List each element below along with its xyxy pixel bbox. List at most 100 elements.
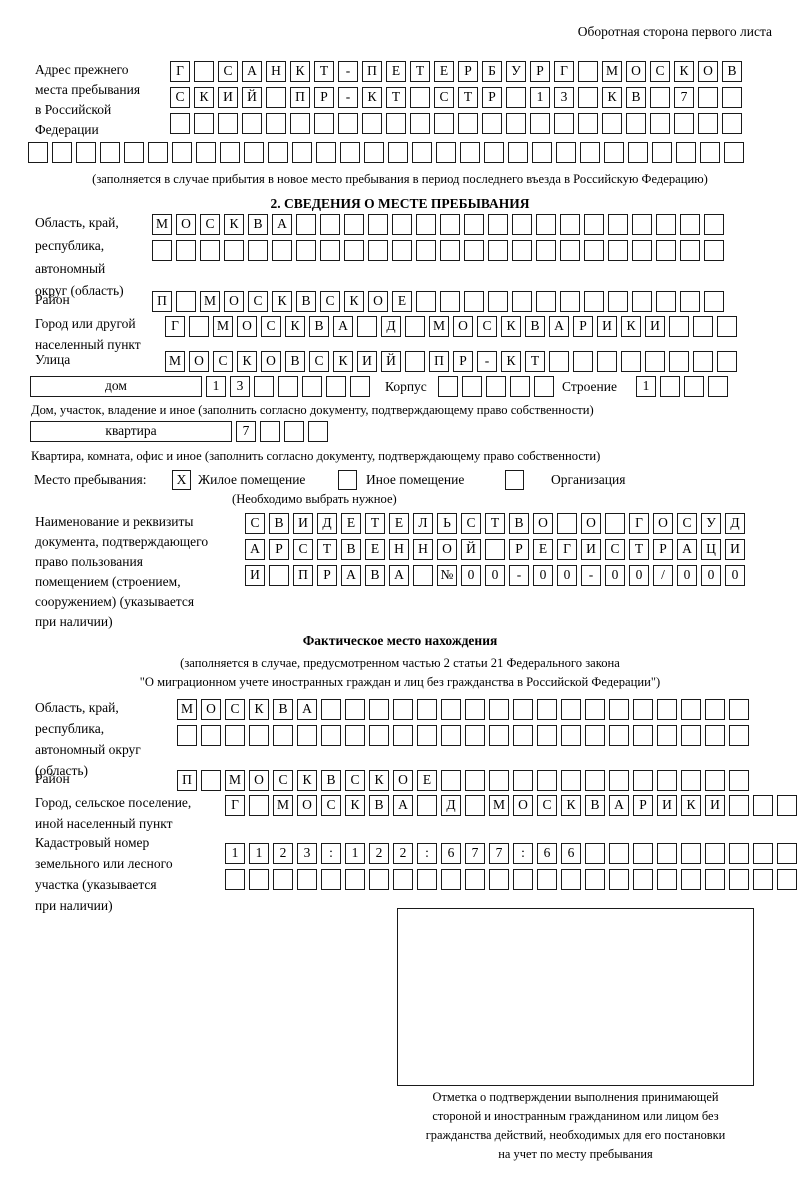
char-cell[interactable] <box>513 725 533 746</box>
char-cell[interactable]: А <box>242 61 262 82</box>
char-cell[interactable] <box>693 316 713 337</box>
char-cell[interactable]: Т <box>629 539 649 560</box>
char-cell[interactable] <box>464 291 484 312</box>
char-cell[interactable] <box>777 795 797 816</box>
char-cell[interactable] <box>698 113 718 134</box>
char-cell[interactable] <box>489 770 509 791</box>
char-cell[interactable]: 7 <box>489 843 509 864</box>
char-cell[interactable]: И <box>705 795 725 816</box>
char-cell[interactable] <box>650 113 670 134</box>
char-cell[interactable]: 6 <box>561 843 581 864</box>
char-cell[interactable] <box>392 240 412 261</box>
char-cell[interactable] <box>465 699 485 720</box>
korpus-cells[interactable] <box>438 376 554 397</box>
char-cell[interactable]: 0 <box>485 565 505 586</box>
region-row-2[interactable] <box>152 240 724 261</box>
char-cell[interactable] <box>482 113 502 134</box>
char-cell[interactable] <box>273 869 293 890</box>
char-cell[interactable] <box>557 513 577 534</box>
char-cell[interactable] <box>693 351 713 372</box>
char-cell[interactable] <box>393 869 413 890</box>
char-cell[interactable]: С <box>273 770 293 791</box>
char-cell[interactable] <box>302 376 322 397</box>
char-cell[interactable]: К <box>561 795 581 816</box>
char-cell[interactable] <box>194 113 214 134</box>
char-cell[interactable] <box>464 214 484 235</box>
char-cell[interactable] <box>297 725 317 746</box>
char-cell[interactable] <box>633 699 653 720</box>
char-cell[interactable] <box>272 240 292 261</box>
char-cell[interactable] <box>369 869 389 890</box>
char-cell[interactable]: Т <box>317 539 337 560</box>
char-cell[interactable] <box>434 113 454 134</box>
char-cell[interactable]: С <box>200 214 220 235</box>
char-cell[interactable] <box>486 376 506 397</box>
char-cell[interactable]: И <box>293 513 313 534</box>
char-cell[interactable] <box>656 240 676 261</box>
char-cell[interactable] <box>681 725 701 746</box>
char-cell[interactable]: Н <box>266 61 286 82</box>
char-cell[interactable] <box>393 725 413 746</box>
char-cell[interactable] <box>680 214 700 235</box>
char-cell[interactable] <box>609 869 629 890</box>
char-cell[interactable] <box>416 240 436 261</box>
char-cell[interactable]: Т <box>386 87 406 108</box>
char-cell[interactable] <box>585 843 605 864</box>
char-cell[interactable]: 0 <box>677 565 697 586</box>
char-cell[interactable] <box>321 869 341 890</box>
char-cell[interactable] <box>729 869 749 890</box>
char-cell[interactable] <box>680 240 700 261</box>
char-cell[interactable] <box>602 113 622 134</box>
char-cell[interactable] <box>170 113 190 134</box>
char-cell[interactable]: М <box>225 770 245 791</box>
char-cell[interactable] <box>729 770 749 791</box>
char-cell[interactable] <box>633 869 653 890</box>
char-cell[interactable] <box>537 725 557 746</box>
char-cell[interactable] <box>268 142 288 163</box>
char-cell[interactable] <box>412 142 432 163</box>
char-cell[interactable] <box>176 240 196 261</box>
flat-cells[interactable]: 7 <box>236 421 328 442</box>
char-cell[interactable]: К <box>297 770 317 791</box>
char-cell[interactable] <box>320 240 340 261</box>
char-cell[interactable] <box>537 699 557 720</box>
char-cell[interactable] <box>440 240 460 261</box>
char-cell[interactable] <box>753 843 773 864</box>
char-cell[interactable] <box>609 770 629 791</box>
char-cell[interactable] <box>578 87 598 108</box>
char-cell[interactable]: И <box>218 87 238 108</box>
char-cell[interactable] <box>605 513 625 534</box>
char-cell[interactable] <box>652 142 672 163</box>
char-cell[interactable] <box>669 316 689 337</box>
char-cell[interactable] <box>585 869 605 890</box>
char-cell[interactable] <box>700 142 720 163</box>
char-cell[interactable] <box>392 214 412 235</box>
char-cell[interactable] <box>777 843 797 864</box>
char-cell[interactable] <box>357 316 377 337</box>
char-cell[interactable]: В <box>365 565 385 586</box>
char-cell[interactable]: К <box>621 316 641 337</box>
char-cell[interactable] <box>708 376 728 397</box>
char-cell[interactable]: 1 <box>530 87 550 108</box>
char-cell[interactable] <box>753 795 773 816</box>
char-cell[interactable]: Е <box>417 770 437 791</box>
char-cell[interactable]: А <box>389 565 409 586</box>
char-cell[interactable]: С <box>477 316 497 337</box>
char-cell[interactable] <box>220 142 240 163</box>
char-cell[interactable] <box>530 113 550 134</box>
char-cell[interactable]: Г <box>557 539 577 560</box>
char-cell[interactable] <box>561 699 581 720</box>
char-cell[interactable] <box>338 113 358 134</box>
char-cell[interactable] <box>537 770 557 791</box>
char-cell[interactable] <box>585 770 605 791</box>
char-cell[interactable]: Р <box>317 565 337 586</box>
char-cell[interactable]: О <box>437 539 457 560</box>
char-cell[interactable]: С <box>320 291 340 312</box>
char-cell[interactable] <box>410 113 430 134</box>
char-cell[interactable]: 2 <box>393 843 413 864</box>
char-cell[interactable] <box>556 142 576 163</box>
char-cell[interactable] <box>681 843 701 864</box>
